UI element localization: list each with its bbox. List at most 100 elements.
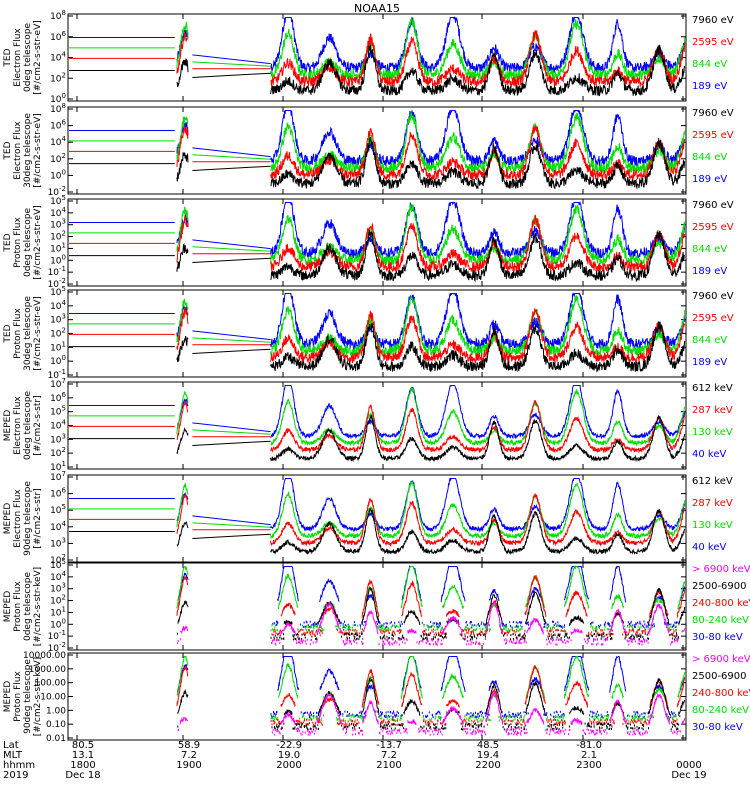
flux-dot [273,722,275,725]
flux-dot [668,624,670,627]
flux-dot [318,720,320,723]
flux-dot [516,624,518,627]
flux-dot [517,713,519,716]
flux-dot [468,628,470,631]
flux-dot [588,732,590,735]
flux-dot [400,620,402,623]
flux-dot [641,624,643,627]
flux-dot [272,715,274,718]
flux-dot [359,635,361,638]
flux-dot [628,719,630,722]
flux-dot [590,625,592,628]
y-tick-label: 107 [50,377,66,390]
flux-dot [274,630,276,633]
flux-dot [360,710,362,713]
flux-dot [179,638,181,641]
flux-dot [644,631,646,634]
legend-entry: 844 eV [692,152,727,163]
flux-dot [545,713,547,716]
flux-dot [558,634,560,636]
flux-dot [674,640,676,643]
flux-dot [643,721,645,724]
flux-dot [342,639,344,642]
series-line-green [176,565,686,611]
flux-dot [395,724,397,726]
flux-dot [550,638,552,641]
flux-dot [274,715,276,718]
flux-dot [606,714,608,717]
flux-dot [624,628,626,631]
flux-dot [386,717,388,720]
flux-dot [629,723,631,726]
legend-entry: 30-80 keV [692,722,743,733]
flux-dot [275,643,277,646]
flux-dot [521,730,523,732]
flux-dot [433,628,434,631]
flux-dot [514,631,516,634]
flux-dot [642,728,644,731]
flux-dot [342,728,344,731]
flux-dot [473,729,475,732]
flux-dot [519,628,521,631]
flux-dot [595,732,597,735]
flux-dot [392,718,394,721]
flux-dot [440,722,441,725]
flux-dot [635,721,637,724]
flux-dot [347,628,349,631]
flux-dot [297,730,299,732]
x-col-value: 2300 [576,760,601,771]
flux-dot [561,640,563,643]
flux-dot [634,624,636,626]
flux-dot [362,733,364,736]
flux-dot [589,718,591,721]
flux-dot [505,717,507,720]
flux-dot [381,637,383,640]
flux-dot [585,733,586,736]
flux-dot [323,714,324,717]
flux-dot [505,638,507,641]
flux-dot [499,715,501,718]
flux-dot [465,730,467,733]
flux-dot [316,711,317,714]
flux-dot [507,728,509,730]
flux-dot [435,727,436,730]
flux-dot [424,730,426,733]
flux-dot [624,637,626,640]
flux-dot [337,625,339,628]
flux-dot [633,635,635,638]
flux-dot [380,723,382,726]
flux-dot [515,730,516,733]
flux-dot [337,718,338,721]
x-col-value: 2000 [276,760,301,771]
flux-dot [349,633,351,636]
flux-dot [462,637,464,640]
flux-dot [440,624,442,627]
flux-dot [643,725,645,728]
flux-dot [508,631,509,634]
flux-dot [668,626,670,629]
y-axis-label-line: [#/cm2-s-str-keV] [33,657,43,736]
flux-dot [442,725,443,727]
flux-dot [627,722,628,725]
flux-dot [300,642,302,645]
flux-dot [596,710,598,713]
flux-dot [472,725,474,728]
flux-dot [319,721,321,724]
flux-dot [527,621,529,624]
y-axis-label-line: Proton Flux [13,217,23,268]
flux-dot [593,637,595,640]
flux-dot [606,717,608,720]
flux-dot [589,714,591,717]
flux-dot [385,711,387,714]
flux-dot [596,628,598,631]
flux-dot [305,711,307,714]
flux-dot [355,733,357,736]
flux-dot [599,625,600,628]
series-line-blue [177,564,686,604]
flux-dot [489,628,491,631]
flux-dot [503,720,505,723]
flux-dot [673,623,675,626]
flux-dot [322,629,324,632]
flux-dot [528,623,530,626]
